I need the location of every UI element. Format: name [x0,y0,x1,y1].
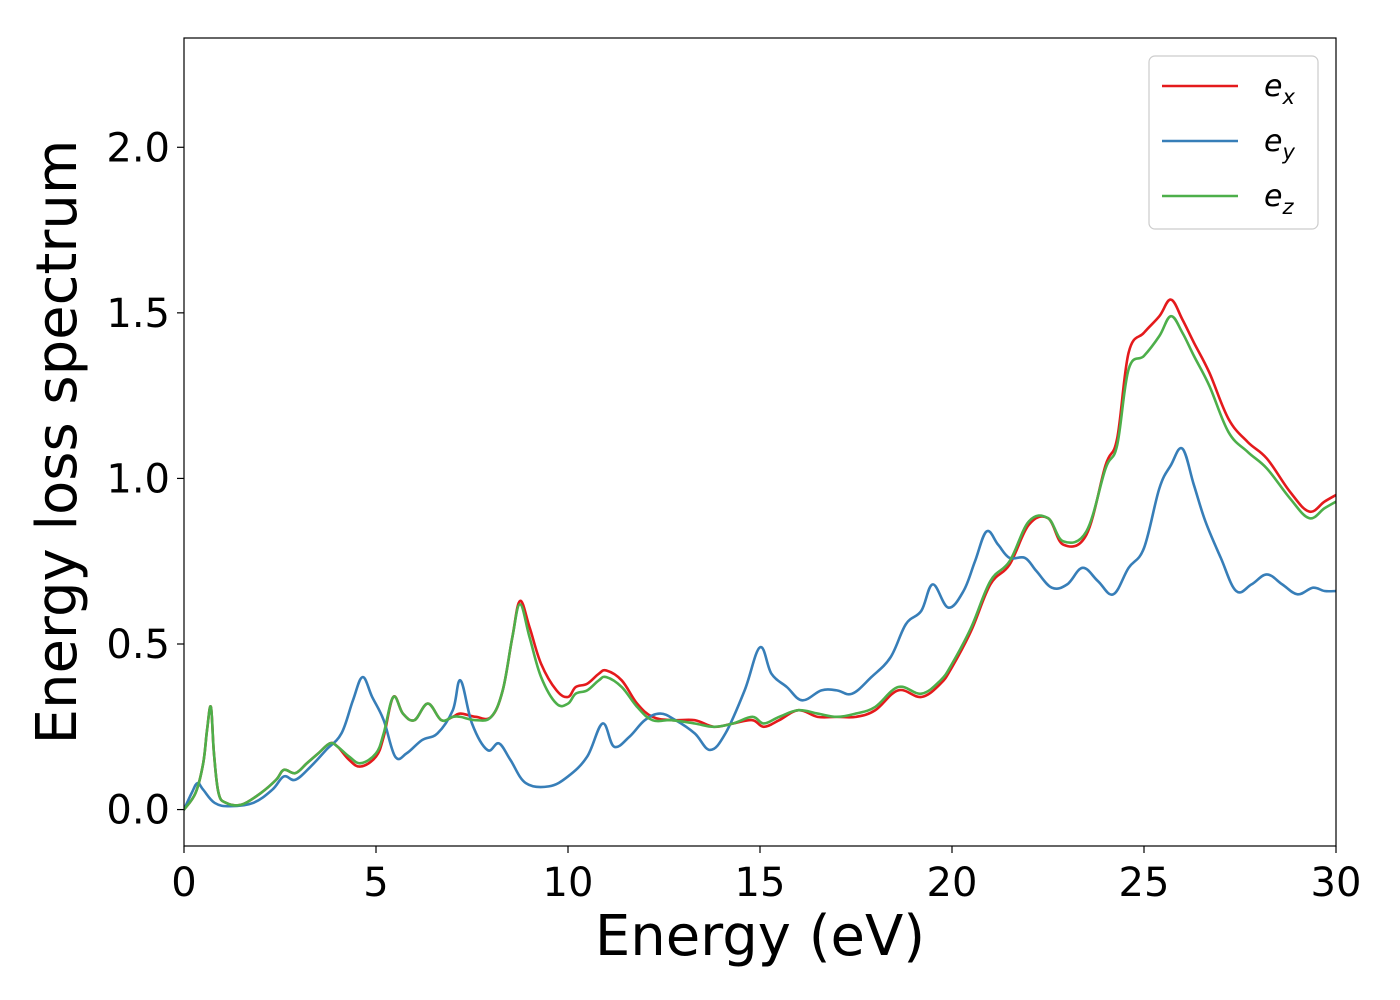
legend-box [1148,55,1319,230]
y-axis-title: Energy loss spectrum [25,140,90,745]
y-tick-label: 2.0 [106,125,170,171]
legend-label-x: ex [1264,69,1295,109]
y-tick-label: 0.0 [106,788,170,834]
y-tick-label: 1.5 [106,291,170,337]
x-tick-label: 5 [363,860,388,906]
legend-label-subscript: y [1281,140,1295,164]
x-tick-label: 25 [1119,860,1170,906]
series-line-y [184,446,1336,811]
x-tick-label: 0 [171,860,196,906]
x-tick-label: 15 [735,860,786,906]
x-tick-label: 20 [927,860,978,906]
legend-label-subscript: x [1281,85,1295,109]
y-tick-label: 0.5 [106,622,170,668]
y-axis: 0.0 0.5 1.0 1.5 2.0 [106,125,184,834]
x-tick-label: 10 [543,860,594,906]
legend-label-base: e [1264,124,1282,159]
legend-label-y: ey [1264,124,1295,164]
legend-label-base: e [1264,69,1282,104]
series-line-z [184,314,1336,811]
x-axis: 0 5 10 15 20 25 30 [171,846,1361,906]
legend-label-base: e [1264,179,1282,214]
x-axis-title: Energy (eV) [595,904,925,969]
series-layer [184,298,1336,811]
legend-label-z: ez [1264,179,1294,219]
y-tick-label: 1.0 [106,456,170,502]
legend-label-subscript: z [1281,195,1294,219]
x-tick-label: 30 [1311,860,1362,906]
